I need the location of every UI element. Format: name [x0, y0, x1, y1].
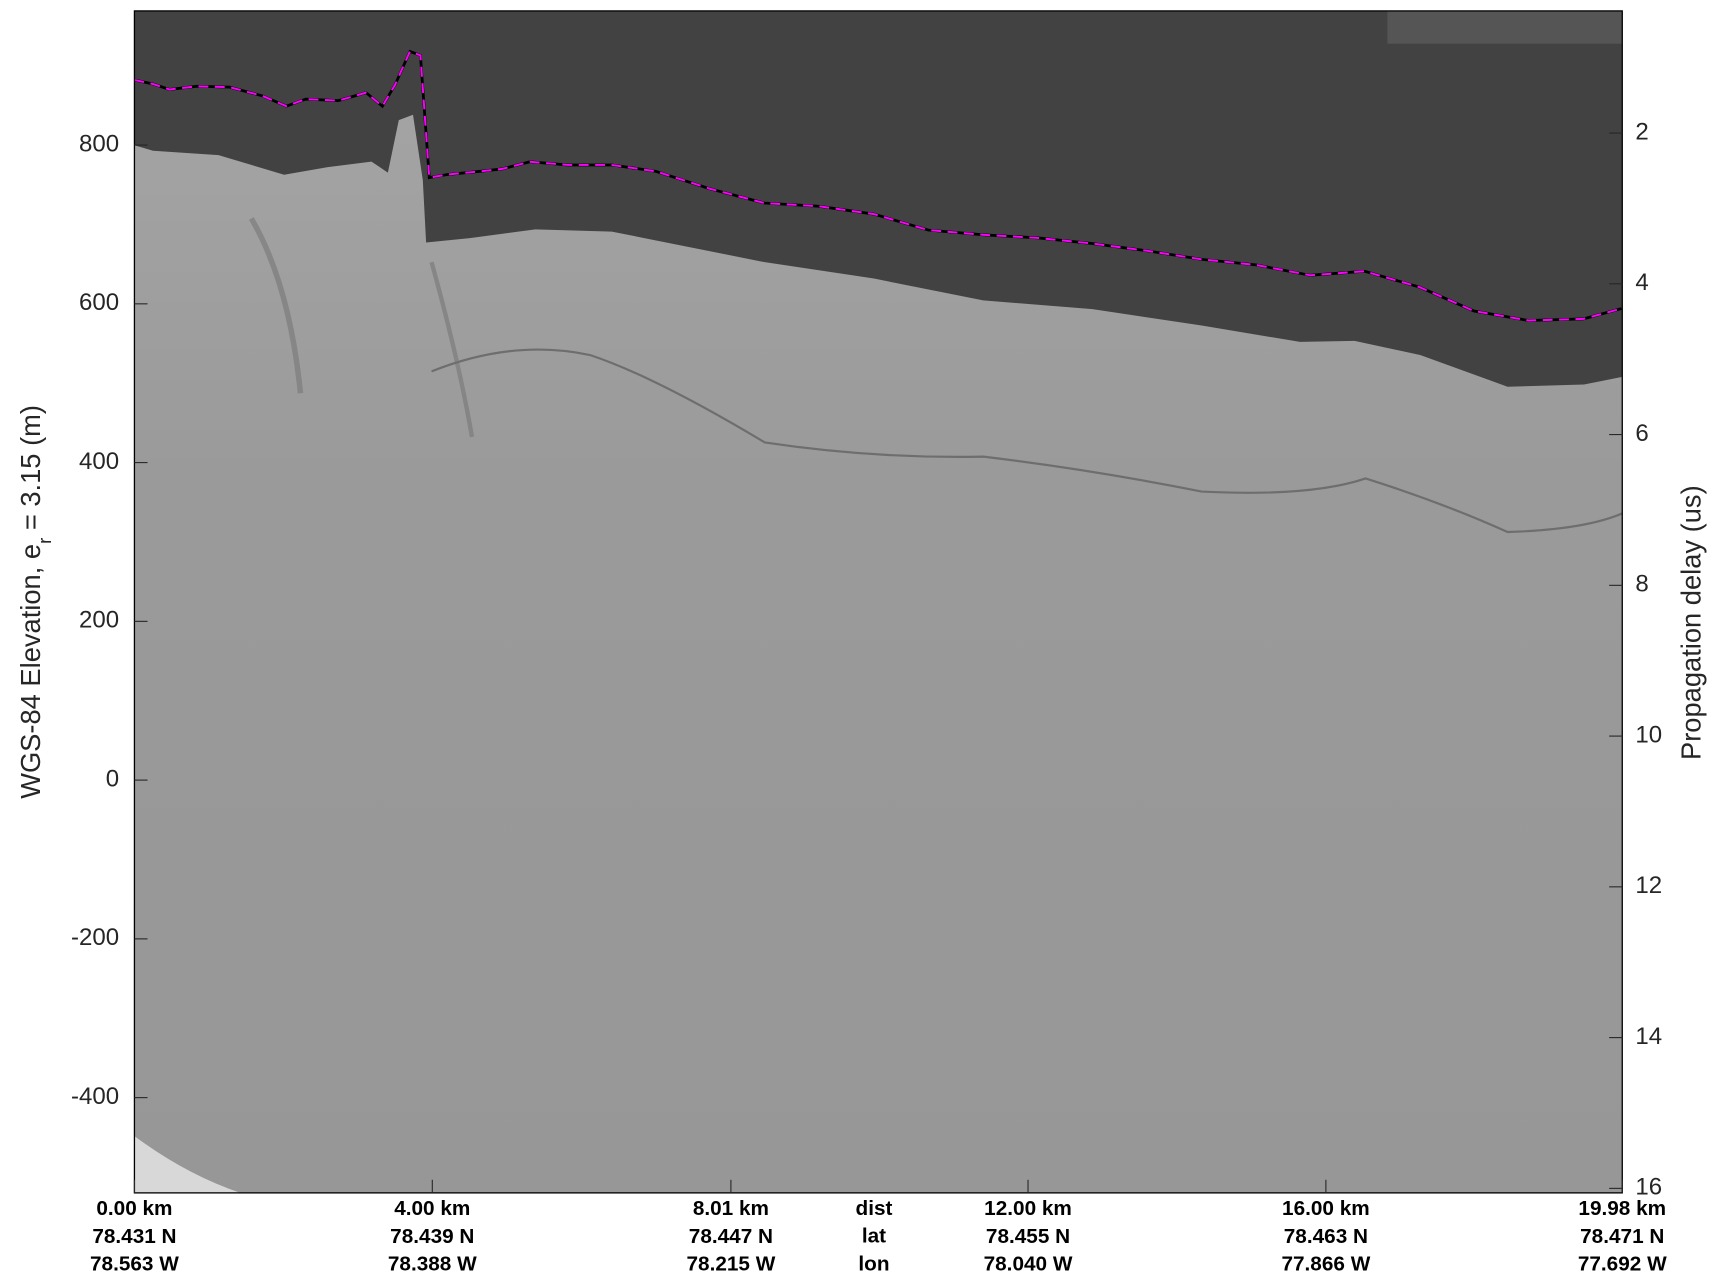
y-tick-label: -400: [71, 1083, 119, 1110]
x-lon-label: 78.563 W: [90, 1252, 179, 1275]
surface-line: [134, 50, 1622, 322]
y2-tick-label: 4: [1635, 269, 1648, 296]
x-tick-label: 8.01 km: [693, 1197, 769, 1220]
y2-tick-label: 14: [1635, 1023, 1662, 1050]
y-tick-label: 0: [106, 765, 119, 792]
x-lon-label: 78.040 W: [984, 1252, 1073, 1275]
x-lat-label: 78.455 N: [986, 1225, 1070, 1248]
axes-frame: [133, 10, 1623, 1194]
x-tick-label: 0.00 km: [96, 1197, 172, 1220]
x-lon-label: 77.866 W: [1281, 1252, 1370, 1275]
x-lon-label: 78.388 W: [388, 1252, 477, 1275]
x-lat-label: 78.447 N: [689, 1225, 773, 1248]
y2-tick-label: 10: [1635, 721, 1662, 748]
y-tick-label: 600: [79, 289, 119, 316]
y-tick-label: -200: [71, 924, 119, 951]
y2-tick-label: 12: [1635, 872, 1662, 899]
y-tick-label: 400: [79, 448, 119, 475]
y2-tick-label: 2: [1635, 118, 1648, 145]
x-lat-label: 78.439 N: [390, 1225, 474, 1248]
y2-tick-label: 6: [1635, 420, 1648, 447]
x-tick-label: 16.00 km: [1282, 1197, 1370, 1220]
x-tick-label: 19.98 km: [1578, 1197, 1666, 1220]
x-lon-label: 78.215 W: [686, 1252, 775, 1275]
row-label: lon: [858, 1252, 889, 1275]
y2-tick-label: 16: [1635, 1174, 1662, 1201]
echogram: [134, 10, 1623, 1193]
x-lon-label: 77.692 W: [1578, 1252, 1667, 1275]
x-tick-label: 12.00 km: [984, 1197, 1072, 1220]
y2-tick-label: 8: [1635, 571, 1648, 598]
y-tick-label: 800: [79, 130, 119, 157]
y2-axis-label: Propagation delay (us): [1675, 485, 1706, 760]
x-lat-label: 78.431 N: [92, 1225, 176, 1248]
row-label: dist: [856, 1197, 893, 1220]
y-axis-label: WGS-84 Elevation, er = 3.15 (m): [15, 405, 55, 799]
x-tick-label: 4.00 km: [394, 1197, 470, 1220]
row-label: lat: [862, 1225, 886, 1248]
y-tick-label: 200: [79, 607, 119, 634]
x-lat-label: 78.463 N: [1284, 1225, 1368, 1248]
x-lat-label: 78.471 N: [1580, 1225, 1664, 1248]
